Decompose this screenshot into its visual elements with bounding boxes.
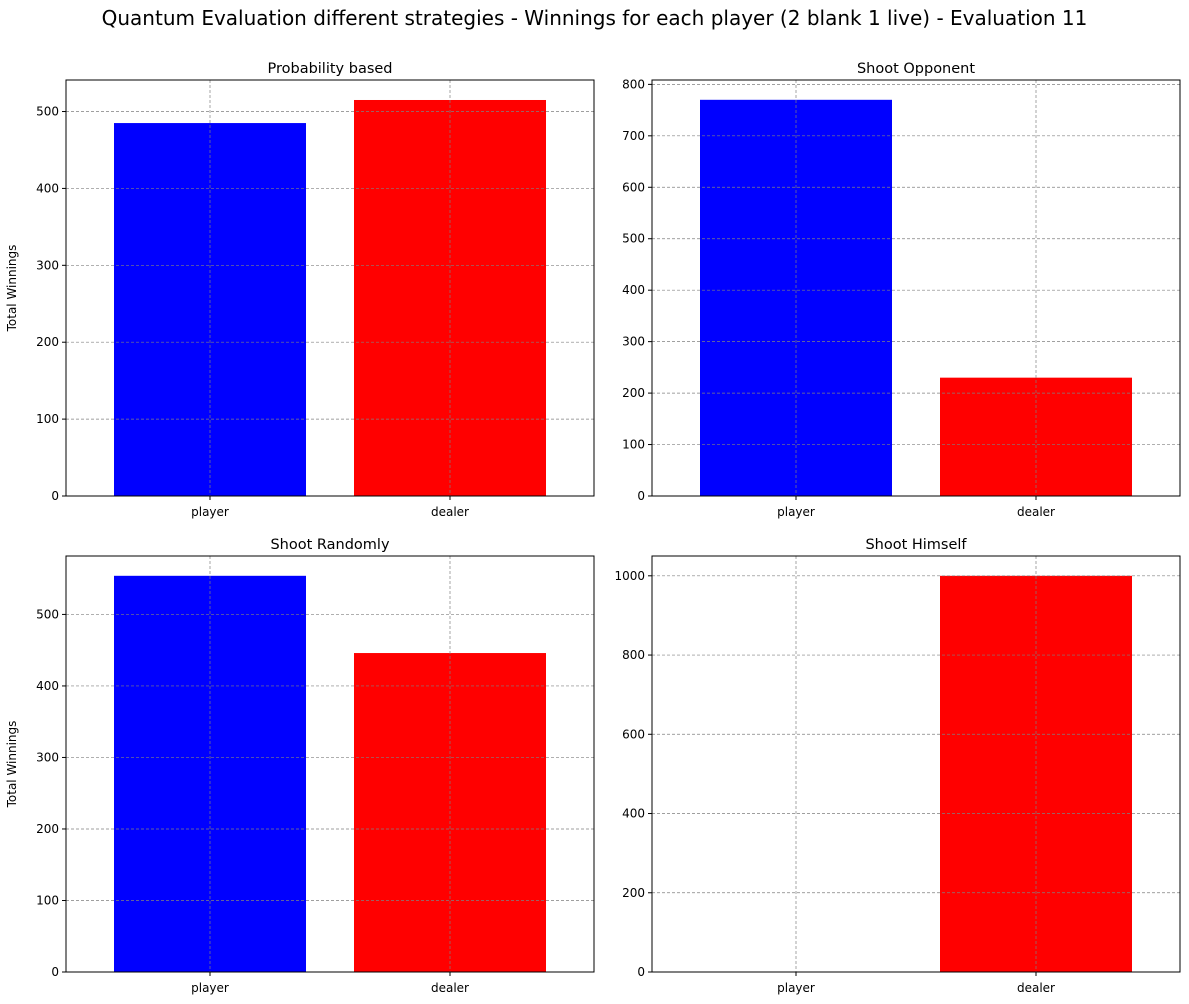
y-tick-label: 200: [622, 886, 645, 900]
y-tick-label: 400: [622, 807, 645, 821]
x-tick-label: player: [191, 505, 229, 519]
y-tick-label: 100: [622, 438, 645, 452]
y-tick-label: 100: [36, 412, 59, 426]
y-tick-label: 0: [637, 965, 645, 979]
chart-title: Shoot Opponent: [857, 61, 975, 77]
axes-frame: [65, 79, 595, 497]
y-tick-label: 400: [622, 283, 645, 297]
x-tick-label: dealer: [1017, 981, 1055, 995]
y-tick-label: 500: [622, 232, 645, 246]
x-tick-label: player: [777, 505, 815, 519]
y-tick-label: 500: [36, 607, 59, 621]
y-tick-label: 0: [51, 965, 59, 979]
x-tick-label: dealer: [431, 505, 469, 519]
chart-title: Probability based: [267, 61, 392, 77]
chart-title: Shoot Randomly: [270, 537, 389, 553]
axes-frame: [651, 555, 1181, 973]
figure-title: Quantum Evaluation different strategies …: [101, 6, 1088, 30]
y-tick-label: 800: [622, 648, 645, 662]
y-axis-label: Total Winnings: [5, 721, 19, 809]
y-tick-label: 200: [622, 386, 645, 400]
y-tick-label: 300: [36, 750, 59, 764]
axes-frame: [65, 555, 595, 973]
chart-panel-1: 0 100 200 300 400 500 player dealer Probability …: [5, 61, 595, 519]
x-tick-label: dealer: [1017, 505, 1055, 519]
y-tick-label: 200: [36, 335, 59, 349]
y-tick-label: 300: [622, 335, 645, 349]
chart-panel-3: 0 100 200 300 400 500 player dealer Shoot Random…: [5, 537, 595, 995]
chart-panel-2: 0 100 200 300 400 500 600 700 800 player dealer Sho…: [622, 61, 1181, 519]
y-tick-label: 300: [36, 258, 59, 272]
y-tick-label: 0: [51, 489, 59, 503]
axes-frame: [651, 79, 1181, 497]
x-tick-label: dealer: [431, 981, 469, 995]
x-tick-label: player: [191, 981, 229, 995]
y-tick-label: 1000: [614, 569, 645, 583]
y-tick-label: 400: [36, 679, 59, 693]
y-tick-label: 600: [622, 180, 645, 194]
chart-panel-4: 0 200 400 600 800 1000 player dealer Shoot Himse…: [614, 537, 1181, 995]
y-tick-label: 200: [36, 822, 59, 836]
x-tick-label: player: [777, 981, 815, 995]
y-tick-label: 500: [36, 105, 59, 119]
y-axis-label: Total Winnings: [5, 245, 19, 333]
y-tick-label: 400: [36, 181, 59, 195]
y-tick-label: 100: [36, 893, 59, 907]
y-tick-label: 800: [622, 77, 645, 91]
chart-title: Shoot Himself: [865, 537, 967, 553]
y-tick-label: 600: [622, 727, 645, 741]
y-tick-label: 0: [637, 489, 645, 503]
y-tick-label: 700: [622, 129, 645, 143]
